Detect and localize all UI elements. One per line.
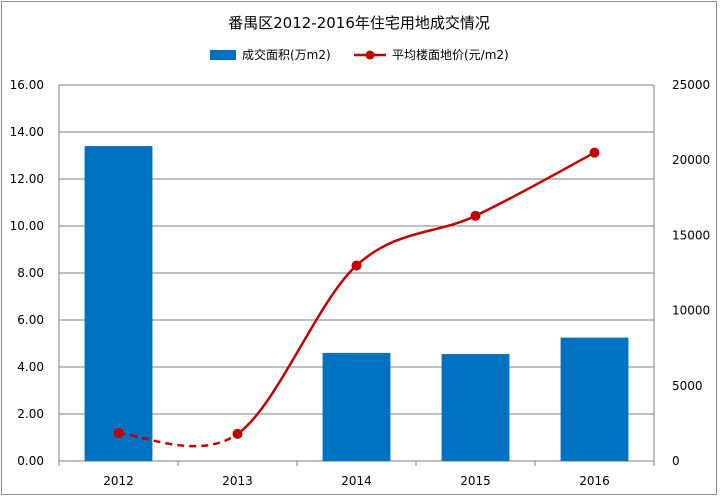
left-tick-label: 12.00	[10, 172, 44, 186]
line-point	[232, 428, 243, 439]
legend-bar-label: 成交面积(万m2)	[242, 47, 331, 62]
right-tick-label: 15000	[672, 228, 710, 242]
left-tick-label: 2.00	[17, 407, 44, 421]
left-tick-label: 8.00	[17, 266, 44, 280]
legend: 成交面积(万m2) 平均楼面地价(元/m2)	[210, 47, 509, 62]
legend-bar-swatch	[210, 50, 236, 60]
right-tick-label: 20000	[672, 153, 710, 167]
x-tick-label: 2012	[103, 474, 134, 488]
left-tick-label: 10.00	[10, 219, 44, 233]
left-tick-label: 6.00	[17, 313, 44, 327]
line-series	[113, 147, 600, 448]
line-point	[113, 428, 124, 439]
line-point	[351, 260, 362, 271]
x-axis-ticks: 2012 2013 2014 2015 2016	[103, 474, 610, 488]
legend-line-marker	[365, 50, 375, 60]
bar	[322, 352, 391, 461]
bar	[84, 146, 153, 461]
chart-title: 番禺区2012-2016年住宅用地成交情况	[228, 14, 490, 32]
bar	[441, 354, 510, 461]
x-tick-label: 2015	[460, 474, 491, 488]
left-tick-label: 0.00	[17, 454, 44, 468]
x-tick-label: 2013	[222, 474, 253, 488]
bar-series	[84, 146, 629, 461]
left-tick-label: 16.00	[10, 78, 44, 92]
left-tick-label: 4.00	[17, 360, 44, 374]
line-segment	[118, 431, 239, 448]
line-segment	[474, 151, 596, 217]
right-tick-label: 10000	[672, 304, 710, 318]
line-point	[470, 210, 481, 221]
line-segment	[236, 264, 358, 435]
left-axis-ticks: 0.00 2.00 4.00 6.00 8.00 10.00 12.00 14.00 16.00	[10, 78, 44, 468]
right-tick-label: 25000	[672, 78, 710, 92]
legend-line-label: 平均楼面地价(元/m2)	[392, 47, 509, 62]
right-axis-ticks: 0 5000 10000 15000 20000 25000	[672, 78, 710, 468]
line-segment	[355, 214, 477, 267]
x-tick-label: 2016	[579, 474, 610, 488]
bar	[560, 337, 629, 461]
right-tick-label: 5000	[672, 379, 703, 393]
line-point	[589, 147, 600, 158]
left-tick-label: 14.00	[10, 125, 44, 139]
right-tick-label: 0	[672, 454, 680, 468]
x-tick-label: 2014	[341, 474, 372, 488]
